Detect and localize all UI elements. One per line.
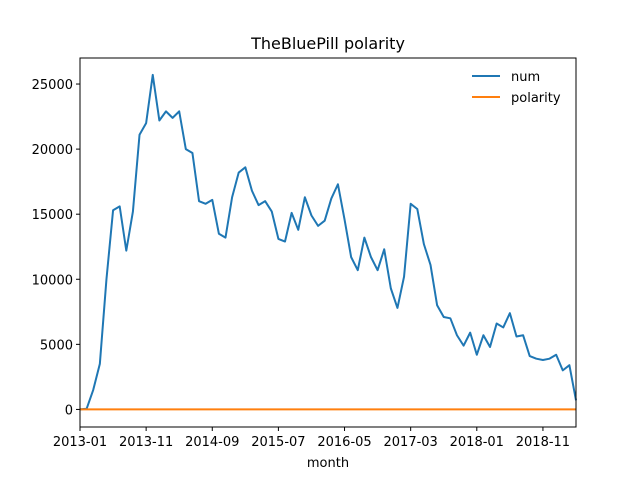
- y-axis-ticks: 0 5000 10000 15000 20000 25000: [32, 78, 80, 418]
- x-axis-ticks: 2013-01 2013-11 2014-09 2015-07 2016-05 2017-…: [53, 427, 570, 450]
- x-tick-label: 2017-03: [384, 435, 438, 450]
- legend-label-num: num: [511, 70, 540, 85]
- x-tick-label: 2014-09: [185, 435, 239, 450]
- x-axis-title: month: [307, 456, 349, 471]
- plot-frame: [79, 57, 577, 428]
- x-tick-label: 2018-01: [450, 435, 504, 450]
- legend-label-polarity: polarity: [511, 91, 561, 106]
- x-tick-label: 2015-07: [251, 435, 305, 450]
- x-tick-label: 2016-05: [317, 435, 371, 450]
- x-tick-label: 2013-11: [119, 435, 173, 450]
- legend: num polarity: [472, 70, 561, 106]
- y-tick-label: 0: [65, 403, 73, 418]
- plot-lines: [79, 73, 577, 411]
- y-tick-label: 15000: [32, 208, 73, 223]
- x-tick-label: 2013-01: [53, 435, 107, 450]
- y-tick-label: 25000: [32, 78, 73, 93]
- chart-title: TheBluePill polarity: [250, 34, 405, 53]
- series-line-num: [79, 73, 577, 411]
- x-tick-label: 2018-11: [516, 435, 570, 450]
- y-tick-label: 20000: [32, 143, 73, 158]
- y-tick-label: 5000: [40, 338, 73, 353]
- y-tick-label: 10000: [32, 273, 73, 288]
